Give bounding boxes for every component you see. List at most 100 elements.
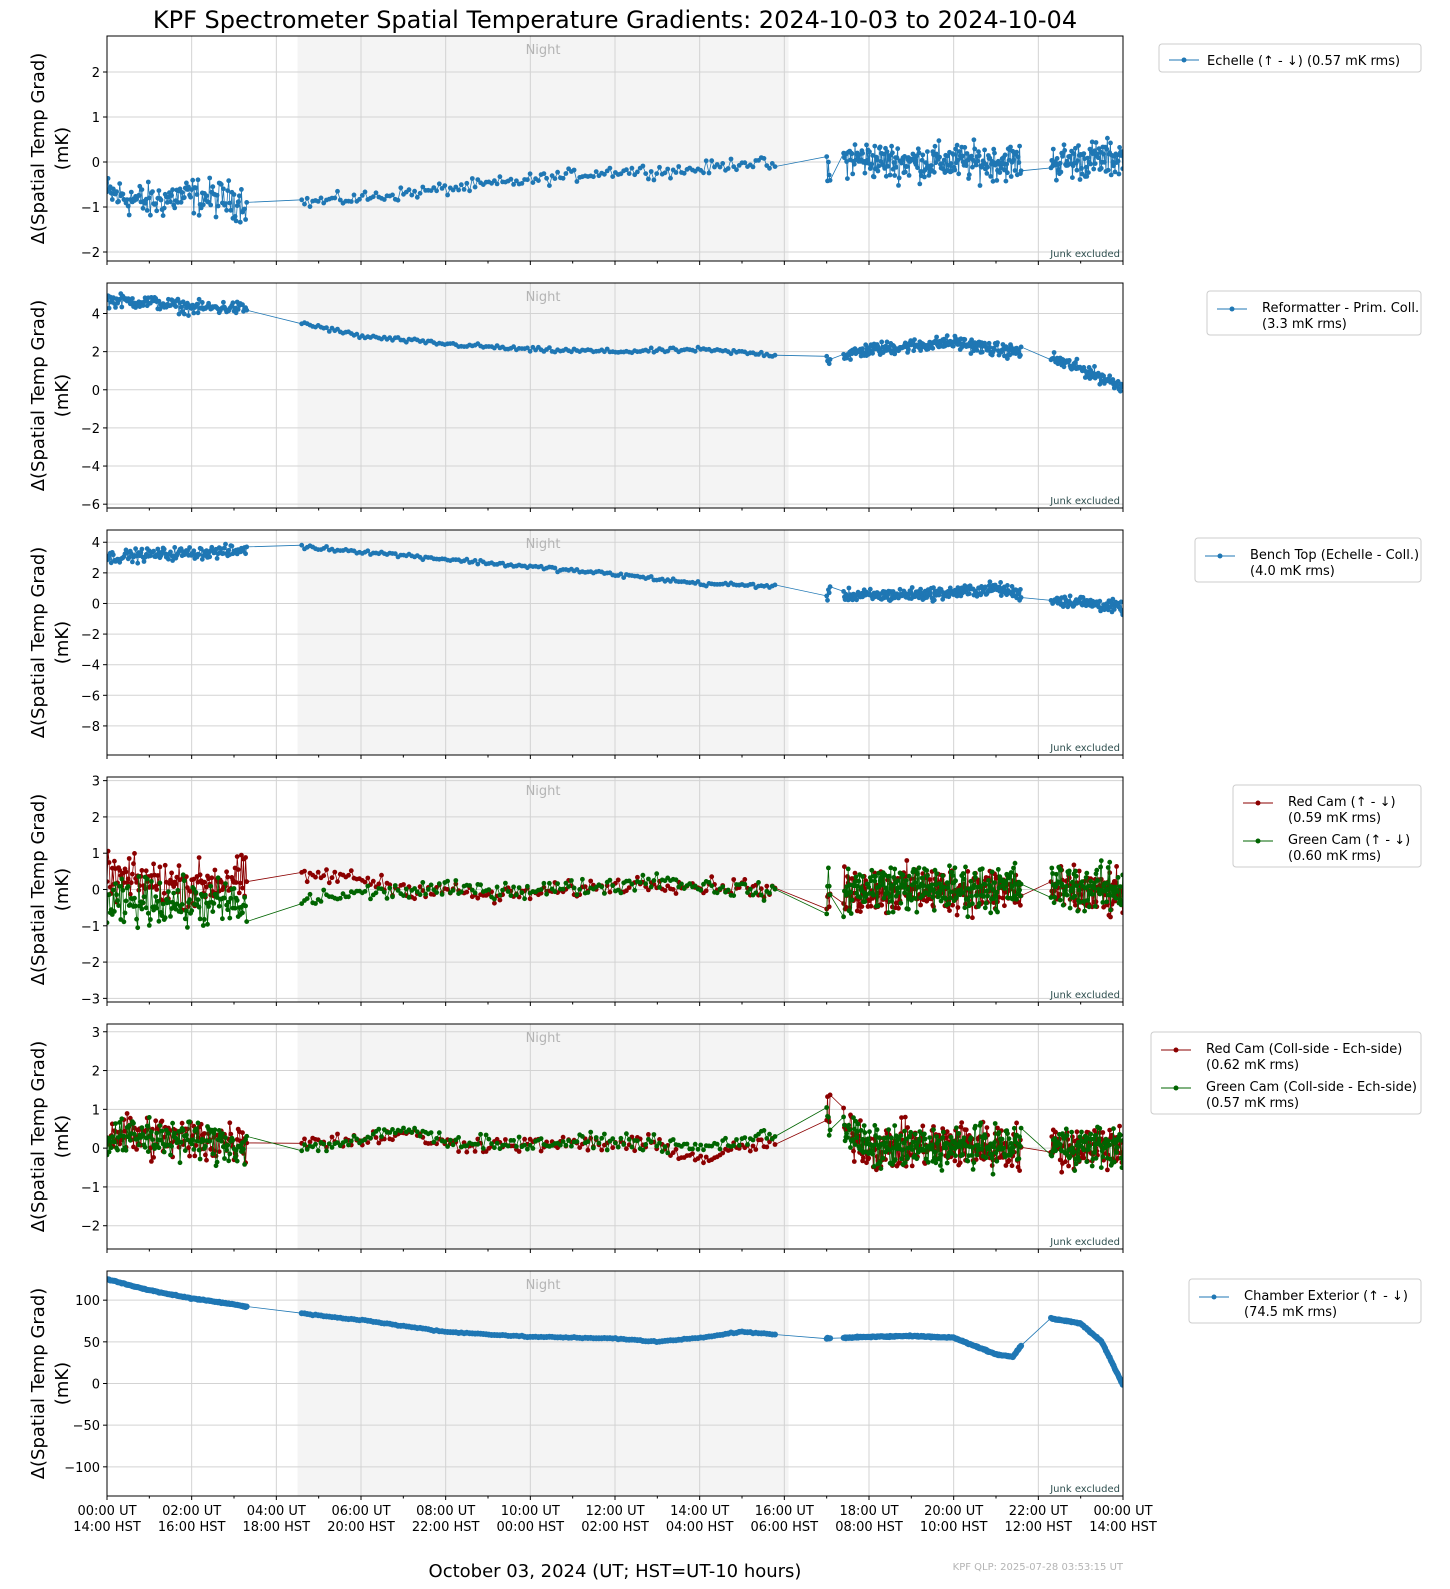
data-point <box>591 174 596 180</box>
series-group <box>107 1276 1123 1388</box>
y-tick-label: 1 <box>92 111 100 126</box>
figure-title: KPF Spectrometer Spatial Temperature Gra… <box>153 6 1077 34</box>
data-point <box>120 887 126 893</box>
data-point <box>122 1128 128 1134</box>
data-point <box>128 880 134 886</box>
data-point <box>657 164 662 170</box>
data-point <box>615 877 621 883</box>
data-point <box>845 1135 850 1140</box>
data-point <box>154 208 160 214</box>
night-shading <box>297 36 789 261</box>
y-tick-label: −4 <box>81 460 100 475</box>
data-point <box>947 895 953 901</box>
data-point <box>888 865 894 871</box>
data-point <box>119 304 125 310</box>
data-point <box>1061 364 1067 370</box>
data-point <box>1048 895 1054 900</box>
data-point <box>1074 1129 1080 1135</box>
data-point <box>1086 1143 1092 1149</box>
data-point <box>511 884 516 890</box>
data-point <box>220 1131 225 1136</box>
data-point <box>964 896 970 902</box>
data-point <box>525 883 530 889</box>
data-point <box>233 218 239 224</box>
data-point <box>1119 149 1123 155</box>
data-point <box>635 1138 640 1144</box>
data-point <box>365 548 371 554</box>
data-point <box>552 565 558 571</box>
data-point <box>560 1134 566 1140</box>
data-point <box>1105 1138 1111 1144</box>
data-point <box>156 298 162 304</box>
data-point <box>934 871 939 876</box>
data-point <box>560 886 566 892</box>
data-point <box>434 188 439 194</box>
junk-excluded-label: Junk excluded <box>1049 249 1120 260</box>
data-point <box>566 1138 571 1143</box>
data-point <box>168 199 173 205</box>
data-point <box>368 896 373 902</box>
data-point <box>643 171 649 177</box>
data-point <box>665 1150 671 1156</box>
data-point <box>908 1129 914 1135</box>
data-point <box>158 553 164 558</box>
data-point <box>1120 612 1123 618</box>
data-point <box>227 200 233 206</box>
y-tick-label: 1 <box>92 1103 100 1118</box>
data-point <box>731 877 737 882</box>
data-point <box>541 171 547 177</box>
data-point <box>637 880 643 885</box>
data-point <box>772 582 778 588</box>
data-point <box>483 1149 489 1154</box>
data-point <box>974 347 980 353</box>
data-point <box>703 158 709 164</box>
data-point <box>113 305 118 310</box>
data-point <box>897 586 903 592</box>
data-point <box>758 349 764 355</box>
data-point <box>299 542 305 548</box>
data-point <box>714 1141 720 1147</box>
data-point <box>1067 905 1073 911</box>
data-point <box>720 884 726 890</box>
data-point <box>670 1150 676 1156</box>
legend-swatch-marker <box>1173 1085 1179 1091</box>
data-point <box>960 871 966 876</box>
data-point <box>161 1149 167 1155</box>
data-point <box>243 903 249 909</box>
data-point <box>714 890 720 896</box>
data-point <box>1070 1145 1075 1151</box>
night-label: Night <box>526 1031 561 1046</box>
data-point <box>169 870 175 876</box>
data-point <box>960 153 965 159</box>
data-point <box>877 1135 882 1141</box>
data-point <box>132 895 137 901</box>
data-point <box>211 901 217 906</box>
data-point <box>115 898 120 903</box>
data-point <box>505 1143 511 1149</box>
data-point <box>125 884 131 889</box>
data-point <box>940 873 946 879</box>
data-point <box>126 856 132 861</box>
data-point <box>1050 871 1055 876</box>
data-point <box>944 333 950 339</box>
data-point <box>112 909 117 914</box>
data-point <box>500 887 505 893</box>
y-tick-label: 4 <box>92 308 100 323</box>
data-point <box>842 864 847 870</box>
data-point <box>954 1125 959 1131</box>
data-point <box>450 888 456 893</box>
data-point <box>914 1156 920 1162</box>
data-point <box>214 1159 220 1165</box>
data-point <box>826 865 831 871</box>
data-point <box>922 1136 928 1142</box>
data-point <box>516 885 522 890</box>
data-point <box>880 882 885 888</box>
data-point <box>329 1145 335 1150</box>
data-point <box>938 1152 944 1157</box>
data-point <box>236 890 242 896</box>
data-point <box>134 880 140 885</box>
data-point <box>346 1142 351 1148</box>
legend-label: Green Cam (↑ - ↓) <box>1288 833 1410 848</box>
data-point <box>131 1120 136 1126</box>
